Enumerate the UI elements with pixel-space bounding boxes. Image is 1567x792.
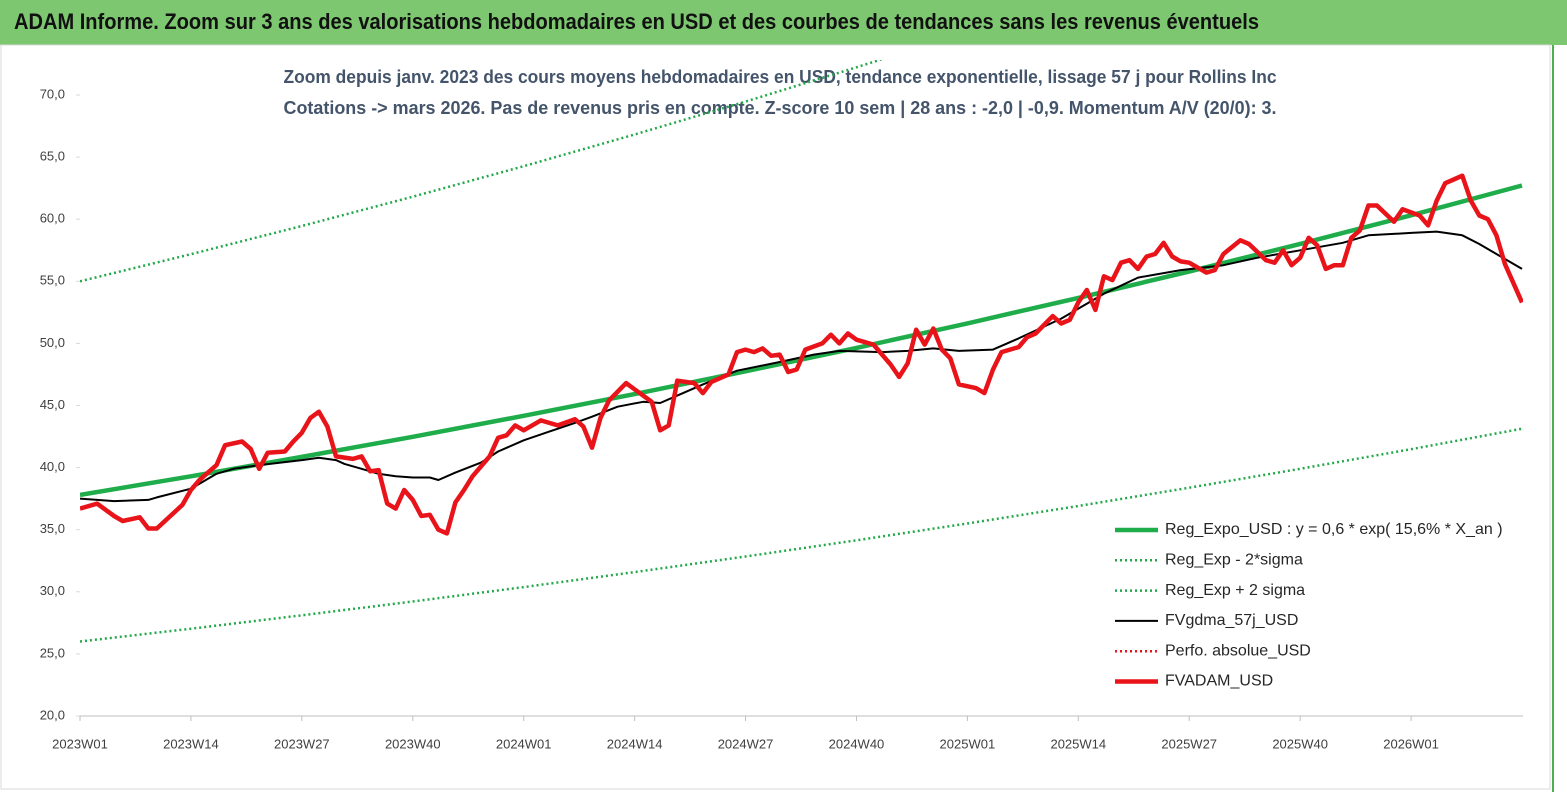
plot-area — [80, 60, 1523, 643]
legend-label: FVADAM_USD — [1165, 673, 1273, 690]
x-tick-label: 2026W01 — [1383, 736, 1439, 751]
chart-title: ADAM Informe. Zoom sur 3 ans des valoris… — [14, 9, 1259, 34]
y-tick-label: 20,0 — [40, 707, 65, 722]
legend-label: Reg_Expo_USD : y = 0,6 * exp( 15,6% * X_… — [1165, 521, 1503, 538]
x-tick-label: 2024W40 — [829, 736, 885, 751]
x-tick-label: 2025W40 — [1272, 736, 1328, 751]
x-tick-label: 2024W27 — [718, 736, 774, 751]
x-tick-label: 2023W40 — [385, 736, 441, 751]
x-tick-label: 2024W01 — [496, 736, 552, 751]
x-tick-label: 2025W27 — [1161, 736, 1217, 751]
legend-label: Perfo. absolue_USD — [1165, 642, 1311, 659]
x-tick-label: 2025W14 — [1050, 736, 1106, 751]
series-line — [80, 230, 1523, 503]
x-tick-label: 2023W14 — [163, 736, 219, 751]
y-tick-label: 50,0 — [40, 335, 65, 350]
legend-label: FVgdma_57j_USD — [1165, 612, 1298, 629]
series-line — [80, 427, 1523, 643]
title-bar — [0, 0, 1567, 45]
y-tick-label: 65,0 — [40, 149, 65, 164]
y-tick-label: 30,0 — [40, 583, 65, 598]
x-tick-label: 2023W01 — [52, 736, 108, 751]
chart-subtitle: Zoom depuis janv. 2023 des cours moyens … — [284, 67, 1277, 87]
y-tick-label: 70,0 — [40, 86, 65, 101]
y-tick-label: 40,0 — [40, 459, 65, 474]
chart-frame — [0, 44, 1551, 790]
y-tick-label: 60,0 — [40, 211, 65, 226]
x-tick-label: 2024W14 — [607, 736, 663, 751]
legend-label: Reg_Exp + 2 sigma — [1165, 582, 1305, 599]
series-line — [80, 173, 1523, 536]
y-tick-label: 25,0 — [40, 645, 65, 660]
x-tick-label: 2023W27 — [274, 736, 330, 751]
chart-subtitle: Cotations -> mars 2026. Pas de revenus p… — [284, 98, 1277, 118]
y-tick-label: 35,0 — [40, 521, 65, 536]
legend-label: Reg_Exp - 2*sigma — [1165, 552, 1303, 569]
x-tick-label: 2025W01 — [940, 736, 996, 751]
y-tick-label: 45,0 — [40, 397, 65, 412]
y-tick-label: 55,0 — [40, 273, 65, 288]
